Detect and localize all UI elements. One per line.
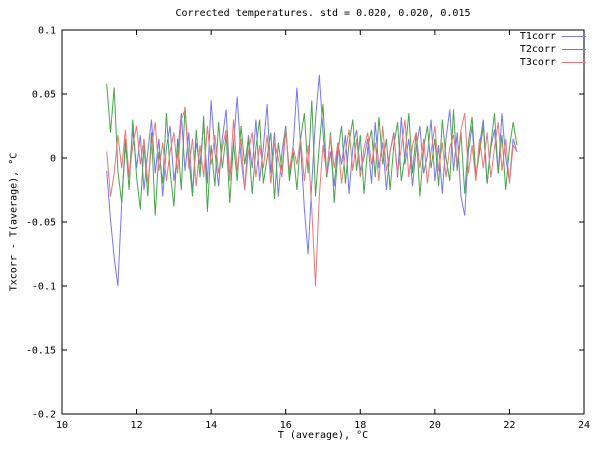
legend-label-t1corr: T1corr xyxy=(519,31,556,42)
x-axis-label: T (average), °C xyxy=(277,430,369,441)
legend: T1corr T2corr T3corr xyxy=(520,31,586,68)
legend-entry-t2corr: T2corr xyxy=(520,44,586,55)
svg-text:16: 16 xyxy=(280,420,292,431)
legend-line-sample-t3corr xyxy=(562,62,586,63)
y-axis-label: Txcorr - T(average), °C xyxy=(8,152,20,292)
svg-text:18: 18 xyxy=(354,420,366,431)
legend-entry-t3corr: T3corr xyxy=(520,57,586,68)
legend-entry-t1corr: T1corr xyxy=(520,31,586,42)
legend-line-sample-t1corr xyxy=(562,36,586,37)
svg-text:20: 20 xyxy=(429,420,441,431)
svg-text:-0.05: -0.05 xyxy=(26,218,56,229)
svg-text:22: 22 xyxy=(503,420,515,431)
svg-text:0: 0 xyxy=(50,154,56,165)
svg-text:10: 10 xyxy=(56,420,68,431)
svg-text:24: 24 xyxy=(578,420,590,431)
svg-text:0.1: 0.1 xyxy=(38,26,56,37)
legend-line-sample-t2corr xyxy=(562,49,586,50)
svg-text:0.05: 0.05 xyxy=(32,90,56,101)
svg-text:12: 12 xyxy=(131,420,143,431)
svg-text:14: 14 xyxy=(205,420,217,431)
svg-text:-0.15: -0.15 xyxy=(26,346,56,357)
svg-text:-0.1: -0.1 xyxy=(32,282,56,293)
chart-title: Corrected temperatures. std = 0.020, 0.0… xyxy=(175,8,471,19)
legend-label-t2corr: T2corr xyxy=(519,44,556,55)
svg-text:-0.2: -0.2 xyxy=(32,410,56,421)
legend-label-t3corr: T3corr xyxy=(519,57,556,68)
